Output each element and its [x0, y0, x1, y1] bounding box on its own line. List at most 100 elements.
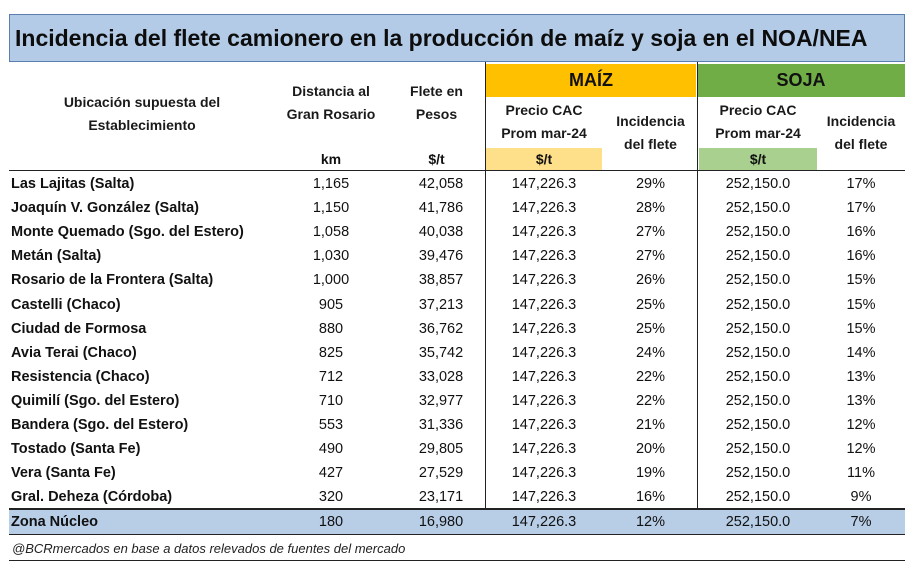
row-maiz-precio: 147,226.3 [511, 368, 577, 385]
table-row: Gral. Deheza (Córdoba) 320 23,171 147,226.3… [9, 485, 905, 509]
header-maiz-incidencia-line2: del flete [624, 136, 677, 152]
header-maiz-precio-line2: Prom mar-24 [501, 125, 587, 141]
row-soja-precio: 252,150.0 [725, 224, 791, 241]
row-maiz-precio: 147,226.3 [511, 465, 577, 482]
row-maiz-precio: 147,226.3 [511, 392, 577, 409]
row-name: Quimilí (Sgo. del Estero) [11, 392, 180, 409]
row-name: Castelli (Chaco) [11, 296, 121, 313]
row-name: Avia Terai (Chaco) [11, 344, 137, 361]
row-maiz-precio: 147,226.3 [511, 272, 577, 289]
table-row: Monte Quemado (Sgo. del Estero) 1,058 40,0… [9, 220, 905, 244]
table-row: Vera (Santa Fe) 427 27,529 147,226.3 19% 252,… [9, 461, 905, 485]
divider-soja-left [697, 62, 698, 534]
row-soja-incidencia: 16% [846, 224, 876, 241]
row-flete: 23,171 [418, 489, 464, 506]
row-soja-incidencia: 15% [846, 272, 876, 289]
row-soja-precio: 252,150.0 [725, 417, 791, 433]
header-distancia-line2: Gran Rosario [286, 106, 376, 122]
row-flete: 32,977 [418, 392, 464, 409]
table-row: Resistencia (Chaco) 712 33,028 147,226.3 22%… [9, 365, 905, 389]
header-flete-line1: Flete en [410, 83, 463, 99]
row-maiz-incidencia: 25% [635, 296, 666, 313]
row-maiz-incidencia: 27% [635, 248, 666, 265]
header-bottom-line [9, 170, 905, 171]
row-soja-incidencia: 15% [846, 320, 876, 337]
row-km: 1,000 [312, 272, 350, 289]
row-maiz-incidencia: 29% [635, 176, 666, 192]
row-soja-precio: 252,150.0 [725, 248, 791, 265]
row-soja-incidencia: 13% [846, 392, 876, 409]
row-maiz-precio: 147,226.3 [511, 489, 577, 506]
row-soja-incidencia: 17% [846, 176, 876, 192]
row-soja-precio: 252,150.0 [725, 392, 791, 409]
header-distancia: Distancia al Gran Rosario [275, 80, 387, 126]
row-soja-precio: 252,150.0 [725, 320, 791, 337]
header-flete: Flete en Pesos [387, 80, 486, 126]
row-soja-incidencia: 9% [850, 489, 872, 506]
total-flete: 16,980 [418, 514, 464, 530]
row-maiz-incidencia: 25% [635, 320, 666, 337]
row-name: Las Lajitas (Salta) [11, 176, 135, 192]
header-soja-group: SOJA [697, 64, 905, 97]
row-flete: 33,028 [418, 368, 464, 385]
row-maiz-incidencia: 22% [635, 368, 666, 385]
row-name: Monte Quemado (Sgo. del Estero) [11, 224, 244, 241]
row-maiz-incidencia: 20% [635, 441, 666, 458]
row-name: Vera (Santa Fe) [11, 465, 116, 482]
row-km: 1,150 [312, 200, 350, 217]
row-km: 320 [318, 489, 344, 506]
row-maiz-precio: 147,226.3 [511, 344, 577, 361]
row-name: Metán (Salta) [11, 248, 102, 265]
row-soja-precio: 252,150.0 [725, 489, 791, 506]
row-soja-precio: 252,150.0 [725, 368, 791, 385]
row-flete: 29,805 [418, 441, 464, 458]
row-soja-precio: 252,150.0 [725, 176, 791, 192]
header-soja-incidencia-line2: del flete [834, 136, 888, 152]
header-maiz-group: MAÍZ [486, 64, 696, 97]
row-soja-incidencia: 12% [846, 441, 876, 458]
total-km: 180 [318, 514, 344, 530]
row-km: 490 [318, 441, 344, 458]
row-maiz-incidencia: 19% [635, 465, 666, 482]
table-row: Ciudad de Formosa 880 36,762 147,226.3 25% 25… [9, 317, 905, 341]
row-soja-precio: 252,150.0 [725, 272, 791, 289]
total-name: Zona Núcleo [11, 514, 99, 530]
header-soja-precio: Precio CAC Prom mar-24 [699, 99, 817, 145]
row-flete: 31,336 [418, 417, 464, 433]
row-name: Bandera (Sgo. del Estero) [11, 417, 189, 433]
source-footer: @BCRmercados en base a datos relevados d… [12, 541, 406, 556]
row-km: 1,058 [312, 224, 350, 241]
header-soja-precio-line2: Prom mar-24 [715, 125, 801, 141]
row-km: 1,030 [312, 248, 350, 265]
row-km: 880 [318, 320, 344, 337]
header-ubicacion: Ubicación supuesta del Establecimiento [9, 91, 275, 137]
row-name: Resistencia (Chaco) [11, 368, 150, 385]
row-maiz-precio: 147,226.3 [511, 320, 577, 337]
row-flete: 37,213 [418, 296, 464, 313]
row-soja-incidencia: 11% [847, 465, 875, 482]
table-row: Quimilí (Sgo. del Estero) 710 32,977 147,22… [9, 389, 905, 413]
row-soja-precio: 252,150.0 [725, 465, 791, 482]
total-soja-incidencia: 7% [850, 514, 872, 530]
total-top-line [9, 508, 905, 510]
row-maiz-incidencia: 28% [635, 200, 666, 217]
row-soja-incidencia: 13% [846, 368, 876, 385]
header-ubicacion-line1: Ubicación supuesta del [63, 94, 221, 110]
row-soja-precio: 252,150.0 [725, 344, 791, 361]
row-soja-incidencia: 15% [846, 296, 876, 313]
unit-km: km [320, 151, 342, 167]
row-maiz-precio: 147,226.3 [511, 224, 577, 241]
row-km: 553 [318, 417, 344, 433]
table-row: Tostado (Santa Fe) 490 29,805 147,226.3 20% 2… [9, 437, 905, 461]
table-row: Rosario de la Frontera (Salta) 1,000 38,85… [9, 268, 905, 292]
row-maiz-incidencia: 21% [635, 417, 666, 433]
header-flete-line2: Pesos [415, 106, 458, 122]
unit-maiz-precio: $/t [486, 148, 602, 170]
header-maiz-incidencia-line1: Incidencia [616, 113, 685, 129]
row-soja-precio: 252,150.0 [725, 296, 791, 313]
table-row: Castelli (Chaco) 905 37,213 147,226.3 25% 252… [9, 293, 905, 317]
unit-soja-precio: $/t [699, 148, 817, 170]
row-flete: 36,762 [418, 320, 464, 337]
row-maiz-precio: 147,226.3 [511, 417, 577, 433]
row-name: Gral. Deheza (Córdoba) [11, 489, 173, 506]
